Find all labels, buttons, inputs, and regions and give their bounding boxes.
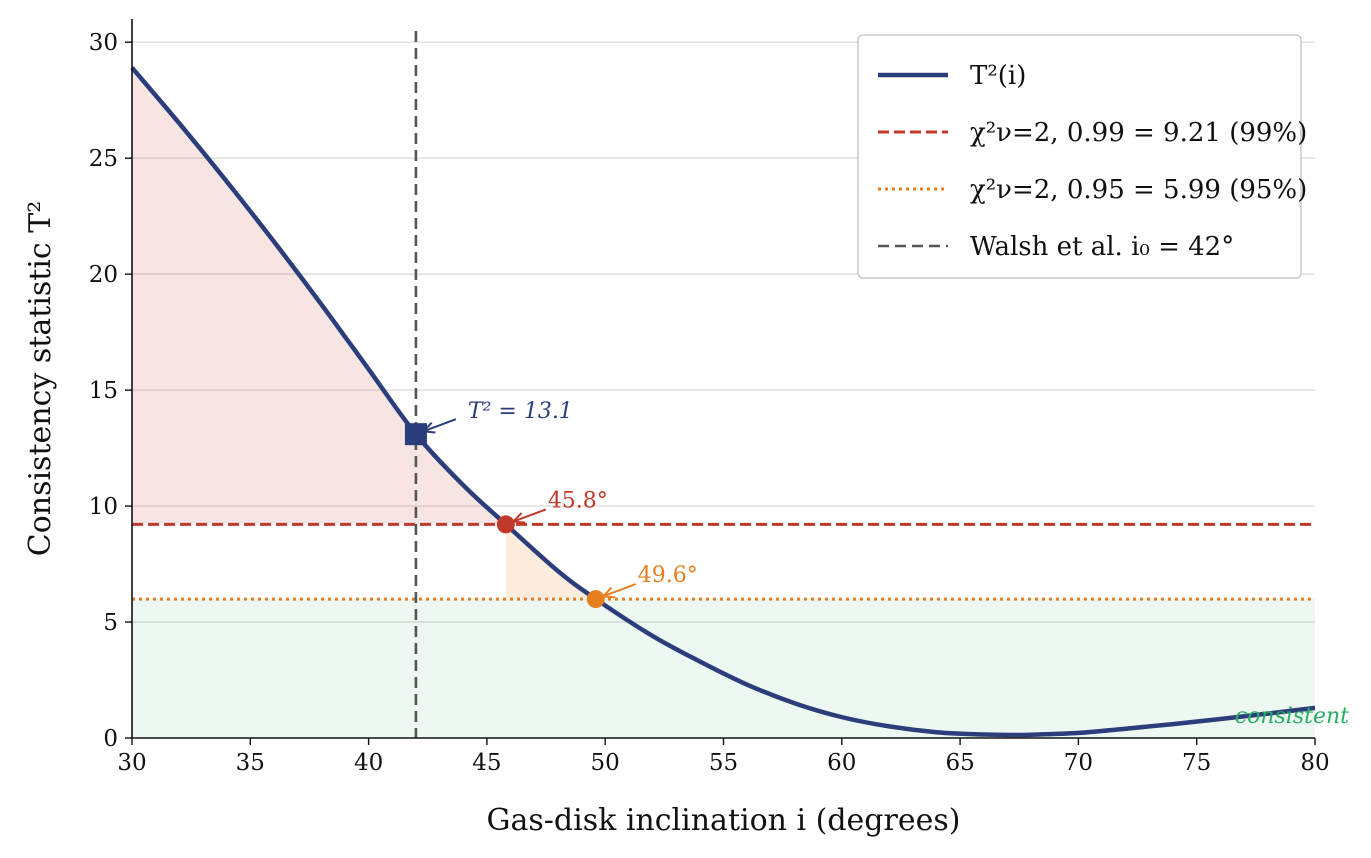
legend-box [857,34,1302,279]
y-tick-label: 0 [103,726,118,752]
x-tick-label: 65 [945,750,974,776]
y-tick-label: 30 [89,30,118,56]
series-line-t2 [130,66,1316,738]
x-tick-label: 30 [117,750,146,776]
annotation-arrow [423,418,457,433]
x-axis-label: Gas-disk inclination i (degrees) [487,803,961,838]
legend-entry-95: χ²ν=2, 0.95 = 5.99 (95%) [970,175,1307,205]
reference-lines [132,31,1315,738]
x-tick-label: 40 [354,750,383,776]
y-axis-label: Consistency statistic T² [23,201,58,557]
x-tick-label: 60 [827,750,856,776]
annotation-crossing-99: 45.8° [548,488,608,513]
marker-square-t2 [404,423,427,446]
legend: T²(i) χ²ν=2, 0.99 = 9.21 (99%) χ²ν=2, 0.… [857,34,1307,279]
annotation-arrowhead [421,421,436,434]
x-tick-label: 50 [591,750,620,776]
annotation-arrowhead [601,586,616,599]
grid-lines [132,41,1315,623]
y-tick-label: 15 [89,378,118,404]
annotation-consistent-region: consistent [1235,704,1349,729]
legend-entry-curve: T²(i) [970,61,1026,91]
annotation-arrowhead [511,512,526,524]
x-tick-label: 80 [1300,750,1329,776]
region-rejected-95 [505,524,596,600]
x-tick-label: 70 [1064,750,1093,776]
marker-crossing-99 [496,515,515,534]
y-tick-label: 20 [89,262,118,288]
x-tick-label: 35 [236,750,265,776]
annotation-crossing-95: 49.6° [638,563,698,588]
x-tick-label: 45 [472,750,501,776]
legend-entry-99: χ²ν=2, 0.99 = 9.21 (99%) [970,118,1307,148]
y-tick-label: 25 [89,146,118,172]
x-tick-label: 55 [709,750,738,776]
markers-layer [404,418,637,609]
x-tick-label: 75 [1182,750,1211,776]
tick-labels: 30 35 40 45 50 55 60 65 70 75 80 0 5 10 15 20 25 30 [89,30,1330,776]
y-tick-label: 10 [89,494,118,520]
y-tick-label: 5 [103,610,118,636]
annotation-arrow [512,508,547,523]
region-consistent [132,599,1315,738]
annotation-t2-value: T² = 13.1 [468,399,573,424]
marker-crossing-95 [586,590,605,609]
series-layer [130,66,1316,738]
annotation-arrow [602,583,637,598]
legend-entry-reference: Walsh et al. i₀ = 42° [970,232,1234,262]
